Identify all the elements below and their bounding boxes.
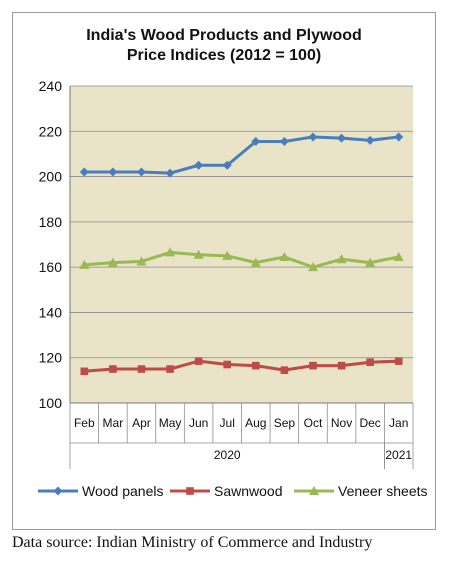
data-point-sawnwood-apr [137, 365, 146, 373]
y-tick-label-140: 140 [39, 304, 63, 320]
x-tick-label-nov: Nov [331, 416, 352, 430]
data-point-wood-panels-apr [136, 167, 146, 177]
x-tick-label-aug: Aug [245, 416, 266, 430]
legend-marker-sawnwood [186, 487, 194, 495]
chart-title-line-2: Price Indices (2012 = 100) [126, 47, 322, 64]
data-point-veneer-sheets-aug [250, 257, 261, 267]
legend-marker-veneer-sheets [309, 486, 319, 495]
series-line-sawnwood [84, 359, 399, 373]
data-point-sawnwood-feb [80, 367, 89, 376]
data-point-sawnwood-jul [223, 360, 232, 369]
data-point-wood-panels-dec [365, 135, 375, 145]
data-point-wood-panels-feb [79, 167, 89, 177]
y-tick-label-180: 180 [39, 214, 63, 230]
legend-marker-wood-panels [53, 486, 63, 496]
data-point-sawnwood-may [166, 365, 174, 373]
year-label-2021: 2021 [385, 448, 412, 462]
data-point-wood-panels-jul [222, 160, 232, 170]
y-tick-label-160: 160 [39, 259, 63, 275]
data-point-sawnwood-aug [251, 361, 260, 370]
x-tick-label-dec: Dec [359, 416, 380, 430]
series-line-veneer-sheets [84, 250, 399, 269]
data-point-sawnwood-jan [394, 357, 403, 365]
data-point-sawnwood-oct [309, 361, 317, 370]
data-point-wood-panels-oct [308, 132, 318, 142]
data-point-sawnwood-dec [366, 358, 374, 367]
y-tick-label-240: 240 [39, 78, 63, 94]
data-point-wood-panels-aug [251, 136, 261, 146]
x-tick-label-feb: Feb [74, 416, 95, 430]
year-label-2020: 2020 [214, 448, 241, 462]
y-tick-label-200: 200 [39, 169, 63, 185]
data-point-sawnwood-jun [194, 357, 203, 365]
legend-label-veneer-sheets: Veneer sheets [338, 483, 428, 499]
chart-title: India's Wood Products and Plywood Price … [12, 26, 436, 66]
data-point-wood-panels-jun [194, 160, 204, 170]
legend-label-sawnwood: Sawnwood [214, 483, 283, 499]
chart-title-line-1: India's Wood Products and Plywood [86, 27, 362, 44]
data-point-sawnwood-sep [280, 366, 289, 374]
x-tick-label-mar: Mar [103, 416, 124, 430]
data-point-wood-panels-mar [108, 167, 118, 177]
data-point-veneer-sheets-mar [107, 257, 118, 267]
y-tick-label-100: 100 [39, 395, 63, 411]
x-tick-label-oct: Oct [304, 416, 323, 430]
data-point-veneer-sheets-apr [136, 256, 147, 266]
legend-label-wood-panels: Wood panels [82, 483, 163, 499]
data-point-veneer-sheets-nov [336, 254, 347, 264]
data-point-wood-panels-sep [279, 136, 289, 146]
data-source-caption: Data source: Indian Ministry of Commerce… [12, 534, 373, 551]
x-tick-label-sep: Sep [274, 416, 296, 430]
y-tick-label-220: 220 [39, 123, 63, 139]
plot-area [70, 86, 413, 403]
data-point-veneer-sheets-feb [79, 259, 90, 269]
x-tick-label-jul: Jul [220, 416, 235, 430]
data-point-veneer-sheets-sep [279, 251, 290, 261]
x-tick-label-jan: Jan [389, 416, 408, 430]
data-point-wood-panels-nov [337, 133, 347, 143]
data-point-veneer-sheets-jul [222, 250, 233, 260]
x-tick-label-may: May [159, 416, 182, 430]
data-point-veneer-sheets-oct [307, 262, 318, 272]
data-point-veneer-sheets-dec [365, 257, 376, 267]
series-line-wood-panels [84, 135, 399, 175]
data-point-wood-panels-may [165, 168, 175, 178]
data-point-sawnwood-mar [109, 365, 117, 373]
x-tick-label-apr: Apr [132, 416, 151, 430]
x-tick-label-jun: Jun [189, 416, 208, 430]
data-point-veneer-sheets-jan [393, 251, 404, 261]
data-point-veneer-sheets-may [165, 247, 176, 257]
y-tick-label-120: 120 [39, 350, 63, 366]
data-point-veneer-sheets-jun [193, 249, 204, 259]
data-point-sawnwood-nov [337, 361, 346, 370]
data-point-wood-panels-jan [394, 132, 404, 142]
